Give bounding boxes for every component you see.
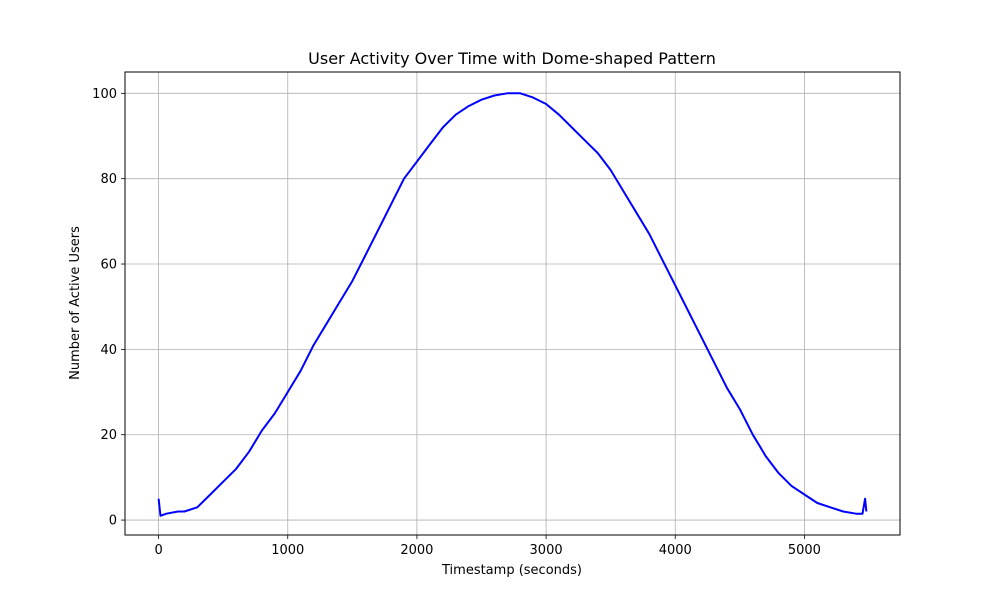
x-axis-label: Timestamp (seconds): [441, 563, 582, 578]
y-axis-label: Number of Active Users: [68, 226, 83, 380]
x-tick-label: 2000: [400, 543, 433, 558]
y-tick-label: 60: [100, 258, 117, 273]
series-layer: [157, 92, 868, 517]
plot-frame: [124, 71, 901, 536]
y-axis-ticks: 0 20 40 60 80 100: [92, 87, 125, 529]
y-tick-label: 0: [109, 514, 117, 529]
x-tick-label: 0: [154, 543, 162, 558]
x-tick-label: 1000: [271, 543, 304, 558]
x-axis-ticks: 0 1000 2000 3000 4000 5000: [154, 535, 821, 558]
series-line: [157, 92, 868, 517]
y-tick-label: 20: [100, 428, 117, 443]
grid: [125, 72, 900, 535]
y-tick-label: 100: [92, 87, 117, 102]
x-tick-label: 5000: [788, 543, 821, 558]
y-tick-label: 80: [100, 172, 117, 187]
x-tick-label: 4000: [659, 543, 692, 558]
chart-title: User Activity Over Time with Dome-shaped…: [308, 49, 716, 68]
y-tick-label: 40: [100, 343, 117, 358]
x-tick-label: 3000: [530, 543, 563, 558]
